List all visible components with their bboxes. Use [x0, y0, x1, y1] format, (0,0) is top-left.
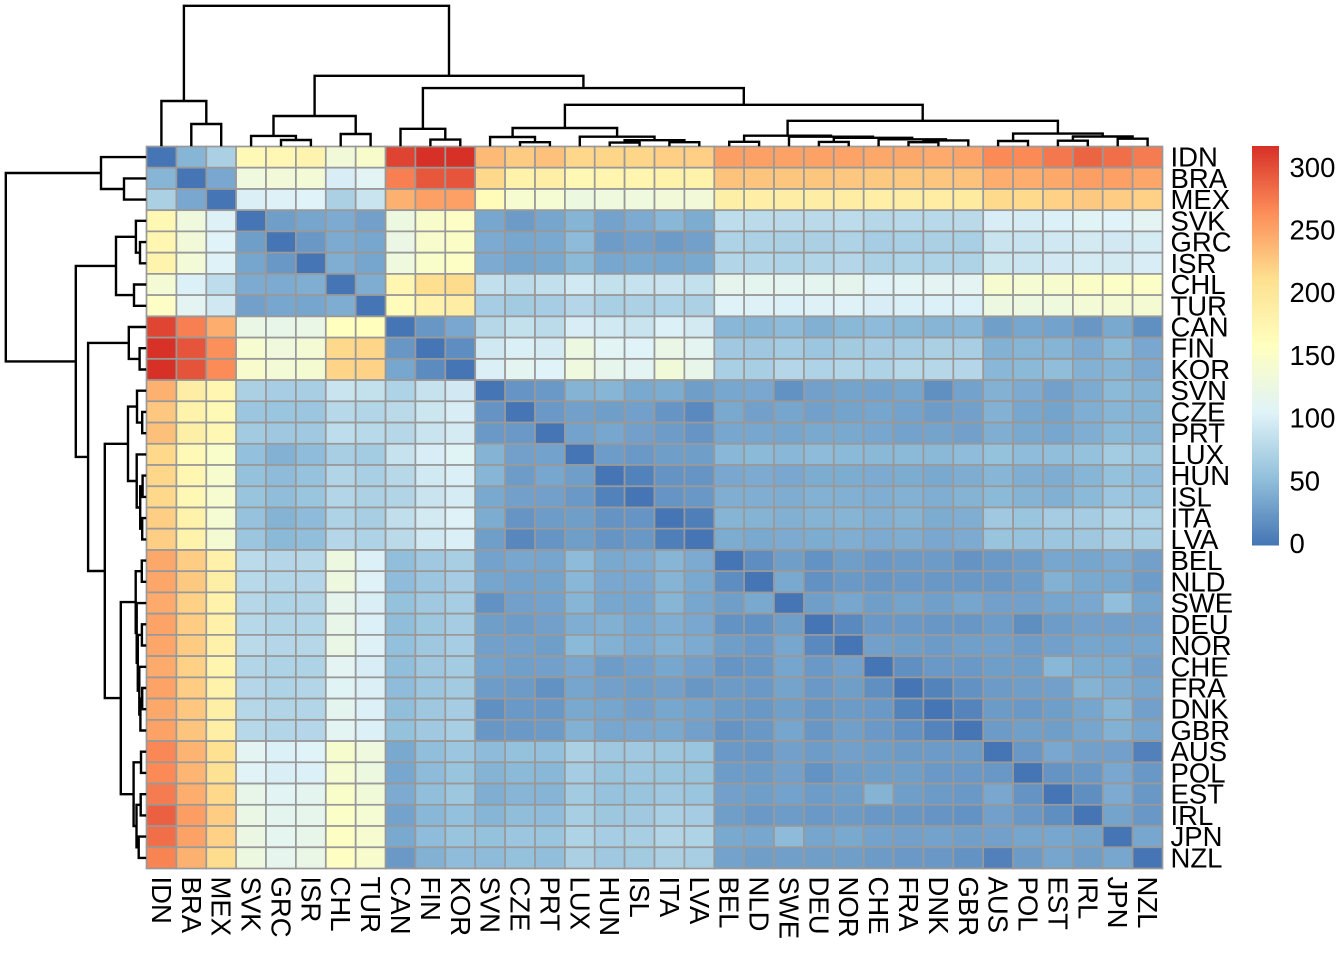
svg-text:FIN: FIN [415, 877, 446, 921]
svg-text:LUX: LUX [1171, 439, 1225, 470]
svg-text:ITA: ITA [654, 877, 685, 918]
svg-text:FIN: FIN [1171, 333, 1215, 364]
svg-text:IRL: IRL [1072, 877, 1103, 920]
svg-text:ISR: ISR [295, 877, 326, 923]
svg-text:PRT: PRT [534, 877, 565, 932]
svg-text:EST: EST [1042, 877, 1073, 931]
svg-text:BEL: BEL [714, 877, 745, 929]
svg-text:200: 200 [1290, 277, 1336, 308]
svg-text:HUN: HUN [1171, 460, 1231, 491]
svg-text:150: 150 [1290, 340, 1336, 371]
svg-text:BRA: BRA [176, 877, 207, 934]
svg-text:BRA: BRA [1171, 163, 1228, 194]
svg-text:SVK: SVK [236, 877, 267, 933]
svg-text:NZL: NZL [1132, 877, 1163, 929]
svg-text:CZE: CZE [1171, 396, 1226, 427]
svg-text:100: 100 [1290, 403, 1336, 434]
svg-text:PRT: PRT [1171, 418, 1226, 449]
svg-text:ISR: ISR [1171, 248, 1217, 279]
svg-text:CAN: CAN [1171, 312, 1229, 343]
svg-text:TUR: TUR [1171, 290, 1228, 321]
svg-text:BEL: BEL [1171, 545, 1223, 576]
svg-text:NZL: NZL [1171, 842, 1223, 873]
svg-text:CHE: CHE [1171, 651, 1229, 682]
svg-text:SVN: SVN [475, 877, 506, 934]
svg-text:CHL: CHL [1171, 269, 1226, 300]
svg-text:GBR: GBR [1171, 715, 1231, 746]
svg-text:JPN: JPN [1171, 821, 1223, 852]
svg-text:MEX: MEX [1171, 184, 1231, 215]
svg-text:TUR: TUR [355, 877, 386, 934]
svg-text:NLD: NLD [744, 877, 775, 932]
svg-text:MEX: MEX [206, 877, 237, 937]
svg-text:GRC: GRC [1171, 227, 1232, 258]
svg-text:LVA: LVA [684, 877, 715, 926]
svg-text:GBR: GBR [953, 877, 984, 937]
svg-text:CZE: CZE [505, 877, 536, 932]
svg-text:DNK: DNK [1171, 694, 1230, 725]
svg-text:GRC: GRC [266, 877, 297, 938]
svg-text:SWE: SWE [774, 877, 805, 940]
svg-text:SVK: SVK [1171, 205, 1227, 236]
svg-text:DEU: DEU [1171, 609, 1229, 640]
svg-text:AUS: AUS [1171, 736, 1228, 767]
svg-text:ISL: ISL [1171, 481, 1212, 512]
svg-text:SVN: SVN [1171, 375, 1228, 406]
svg-text:ITA: ITA [1171, 503, 1212, 534]
svg-text:HUN: HUN [594, 877, 625, 937]
svg-text:EST: EST [1171, 779, 1225, 810]
svg-text:CAN: CAN [385, 877, 416, 935]
svg-text:300: 300 [1290, 152, 1336, 183]
svg-text:IDN: IDN [1171, 142, 1218, 173]
svg-text:DEU: DEU [803, 877, 834, 935]
svg-text:IRL: IRL [1171, 800, 1214, 831]
svg-text:50: 50 [1290, 465, 1321, 496]
svg-text:FRA: FRA [1171, 673, 1227, 704]
svg-text:LUX: LUX [564, 877, 595, 931]
svg-text:250: 250 [1290, 215, 1336, 246]
svg-text:CHL: CHL [325, 877, 356, 932]
svg-text:NOR: NOR [1171, 630, 1232, 661]
svg-text:ISL: ISL [624, 877, 655, 918]
svg-text:FRA: FRA [893, 877, 924, 933]
svg-text:AUS: AUS [983, 877, 1014, 934]
svg-text:SWE: SWE [1171, 588, 1234, 619]
svg-text:NOR: NOR [833, 877, 864, 938]
svg-text:LVA: LVA [1171, 524, 1220, 555]
svg-text:KOR: KOR [445, 877, 476, 937]
svg-text:POL: POL [1171, 757, 1226, 788]
svg-text:JPN: JPN [1102, 877, 1133, 929]
svg-text:KOR: KOR [1171, 354, 1231, 385]
svg-text:0: 0 [1290, 528, 1305, 559]
svg-text:CHE: CHE [863, 877, 894, 935]
svg-text:POL: POL [1013, 877, 1044, 932]
svg-text:DNK: DNK [923, 877, 954, 936]
svg-text:IDN: IDN [146, 877, 177, 924]
svg-text:NLD: NLD [1171, 566, 1226, 597]
